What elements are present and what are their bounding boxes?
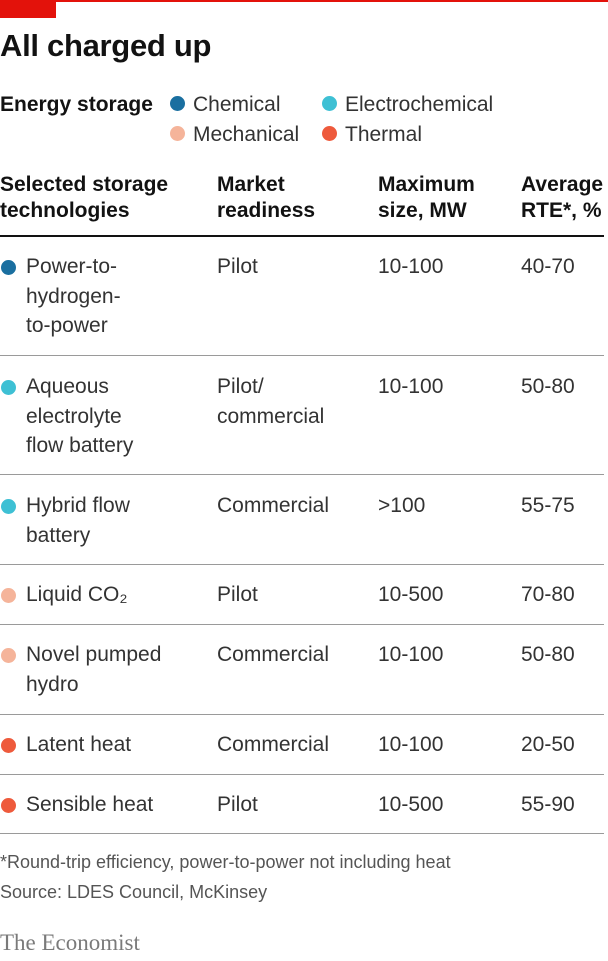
cell-technology: Liquid CO₂ <box>26 583 128 606</box>
cell-size: 10-500 <box>378 583 444 606</box>
electrochemical-dot-icon <box>322 95 337 111</box>
row-divider <box>0 714 604 715</box>
legend-item-chemical: Chemical <box>170 93 281 117</box>
cell-rte: 50-80 <box>521 375 575 398</box>
category-dot-icon <box>1 738 16 753</box>
thermal-dot-icon <box>322 125 337 141</box>
mechanical-dot-icon <box>170 125 185 141</box>
column-header-readiness: Market readiness <box>217 173 316 222</box>
cell-readiness: Pilot <box>217 793 258 816</box>
cell-size: 10-100 <box>378 733 444 756</box>
row-divider <box>0 564 604 565</box>
cell-readiness: Pilot <box>217 583 258 606</box>
footnote: *Round-trip efficiency, power-to-power n… <box>0 852 451 872</box>
cell-rte: 50-80 <box>521 643 575 666</box>
legend-item-thermal: Thermal <box>322 123 422 147</box>
cell-technology: Latent heat <box>26 733 132 756</box>
cell-size: 10-100 <box>378 375 444 398</box>
cell-rte: 20-50 <box>521 733 575 756</box>
row-divider <box>0 624 604 625</box>
category-dot-icon <box>1 798 16 813</box>
cell-size: 10-100 <box>378 255 444 278</box>
column-header-rte: Average RTE*, % <box>521 173 604 222</box>
category-dot-icon <box>1 260 16 275</box>
chart-title: All charged up <box>0 28 212 63</box>
cell-technology: Hybrid flow battery <box>26 494 130 547</box>
row-divider <box>0 355 604 356</box>
cell-readiness: Pilot <box>217 255 258 278</box>
cell-technology: Sensible heat <box>26 793 154 816</box>
cell-technology: Aqueous electrolyte flow battery <box>26 375 134 457</box>
cell-size: 10-500 <box>378 793 444 816</box>
row-divider <box>0 774 604 775</box>
chemical-dot-icon <box>170 95 185 111</box>
row-divider <box>0 833 604 834</box>
cell-readiness: Commercial <box>217 733 330 756</box>
cell-technology: Power-to- hydrogen- to-power <box>26 255 121 337</box>
cell-readiness: Commercial <box>217 494 330 517</box>
category-dot-icon <box>1 380 16 395</box>
category-dot-icon <box>1 648 16 663</box>
header-rule <box>0 235 604 237</box>
cell-readiness: Pilot/ commercial <box>217 375 325 428</box>
cell-rte: 40-70 <box>521 255 575 278</box>
cell-rte: 55-90 <box>521 793 575 816</box>
category-dot-icon <box>1 588 16 603</box>
legend-item-electrochemical: Electrochemical <box>322 93 493 117</box>
cell-rte: 55-75 <box>521 494 575 517</box>
top-accent-line <box>0 0 608 2</box>
cell-rte: 70-80 <box>521 583 575 606</box>
red-tag <box>0 0 56 18</box>
row-divider <box>0 474 604 475</box>
cell-readiness: Commercial <box>217 643 330 666</box>
cell-technology: Novel pumped hydro <box>26 643 162 696</box>
category-dot-icon <box>1 499 16 514</box>
cell-size: >100 <box>378 494 426 517</box>
economist-logo: The Economist <box>0 930 140 955</box>
legend-item-mechanical: Mechanical <box>170 123 299 147</box>
column-header-technology: Selected storage technologies <box>0 173 169 222</box>
column-header-size: Maximum size, MW <box>378 173 475 222</box>
cell-size: 10-100 <box>378 643 444 666</box>
legend-title: Energy storage <box>0 93 153 116</box>
source-note: Source: LDES Council, McKinsey <box>0 882 268 902</box>
